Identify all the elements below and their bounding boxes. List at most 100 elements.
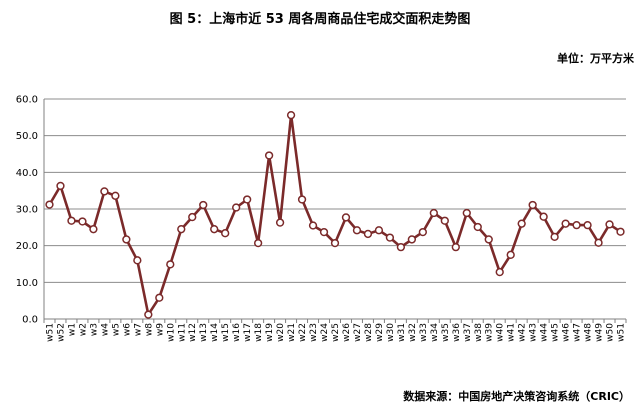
data-point [561, 219, 570, 228]
source-note: 数据来源：中国房地产决策咨询系统（CRIC） [403, 390, 630, 403]
y-tick-label: 20.0 [16, 241, 38, 252]
data-point [352, 226, 362, 235]
x-tick-label: w52 [56, 323, 66, 342]
x-tick-label: w38 [474, 323, 484, 342]
x-tick-label: w49 [595, 323, 605, 342]
x-tick-label: w39 [485, 323, 495, 342]
x-tick-label: w2 [78, 323, 88, 336]
data-point [166, 260, 175, 269]
data-point [286, 110, 296, 120]
x-tick-label: w13 [199, 323, 209, 342]
x-tick-label: w22 [298, 323, 308, 342]
data-point [111, 191, 120, 200]
x-tick-label: w21 [287, 323, 297, 342]
y-tick-label: 60.0 [16, 95, 38, 106]
x-tick-label: w51 [45, 323, 55, 342]
x-tick-label: w28 [364, 323, 374, 342]
data-point [572, 220, 581, 230]
x-tick-label: w26 [342, 323, 352, 342]
y-tick-label: 40.0 [16, 168, 38, 179]
data-point [429, 208, 438, 218]
data-point [330, 238, 340, 248]
y-tick-label: 30.0 [16, 205, 38, 216]
data-point [605, 220, 614, 229]
data-point [506, 250, 515, 259]
data-point [539, 212, 548, 221]
data-point [144, 310, 153, 319]
data-point [484, 235, 493, 244]
x-tick-label: w44 [540, 323, 550, 342]
x-tick-label: w27 [353, 323, 363, 342]
x-tick-label: w3 [89, 323, 99, 336]
x-tick-label: w48 [584, 323, 594, 342]
data-point [89, 225, 98, 234]
data-point [385, 233, 395, 242]
data-point [308, 221, 318, 230]
x-tick-label: w1 [67, 323, 77, 336]
x-tick-label: w9 [155, 323, 165, 336]
x-tick-label: w24 [320, 323, 330, 342]
x-tick-label: w12 [188, 323, 198, 342]
data-point [253, 238, 263, 248]
x-tick-label: w47 [573, 323, 583, 342]
data-point [275, 218, 285, 227]
data-point [210, 225, 219, 234]
x-tick-label: w45 [551, 323, 561, 342]
data-point [243, 195, 252, 204]
data-point [122, 235, 131, 244]
x-tick-label: w16 [232, 323, 242, 342]
y-tick-label: 50.0 [16, 131, 38, 142]
x-tick-label: w42 [518, 323, 528, 342]
x-tick-label: w50 [606, 323, 616, 342]
data-point [341, 213, 351, 222]
x-tick-label: w51 [617, 323, 627, 342]
data-point [451, 242, 460, 252]
data-point [363, 229, 373, 239]
x-tick-label: w23 [309, 323, 319, 342]
data-point [594, 238, 603, 247]
x-tick-label: w41 [507, 323, 517, 342]
x-tick-label: w34 [430, 323, 440, 342]
data-point [396, 242, 406, 252]
x-tick-label: w15 [221, 323, 231, 342]
data-point [583, 220, 592, 230]
x-tick-label: w10 [166, 323, 176, 342]
x-tick-label: w37 [463, 323, 473, 342]
x-tick-label: w6 [122, 323, 132, 336]
data-point [418, 227, 427, 237]
chart-title: 图 5：上海市近 53 周各周商品住宅成交面积走势图 [169, 12, 471, 27]
y-tick-label: 0.0 [22, 315, 38, 326]
x-tick-label: w19 [265, 323, 275, 342]
data-point [297, 195, 307, 204]
data-point [78, 217, 87, 226]
data-point [319, 227, 329, 237]
data-point [177, 225, 186, 234]
x-tick-label: w29 [375, 323, 385, 342]
data-point [221, 229, 230, 238]
x-tick-label: w4 [100, 323, 110, 336]
x-tick-label: w33 [419, 323, 429, 342]
data-point [100, 187, 109, 196]
x-tick-label: w40 [496, 323, 506, 342]
data-point [616, 227, 625, 236]
data-point [45, 200, 54, 209]
x-tick-label: w31 [397, 323, 407, 342]
data-point [407, 235, 417, 244]
x-tick-label: w14 [210, 323, 220, 342]
data-point [374, 226, 384, 235]
data-point [264, 151, 274, 160]
data-point [517, 219, 526, 228]
x-tick-label: w17 [243, 323, 253, 342]
unit-label: 单位：万平方米 [557, 52, 634, 65]
x-tick-label: w11 [177, 323, 187, 342]
x-tick-label: w7 [133, 323, 143, 336]
data-point [440, 216, 449, 225]
data-point [495, 267, 504, 277]
data-point [473, 222, 482, 232]
data-point [155, 293, 164, 302]
x-tick-label: w36 [452, 323, 462, 342]
x-tick-label: w30 [386, 323, 396, 342]
x-tick-label: w20 [276, 323, 286, 342]
x-tick-label: w25 [331, 323, 341, 342]
